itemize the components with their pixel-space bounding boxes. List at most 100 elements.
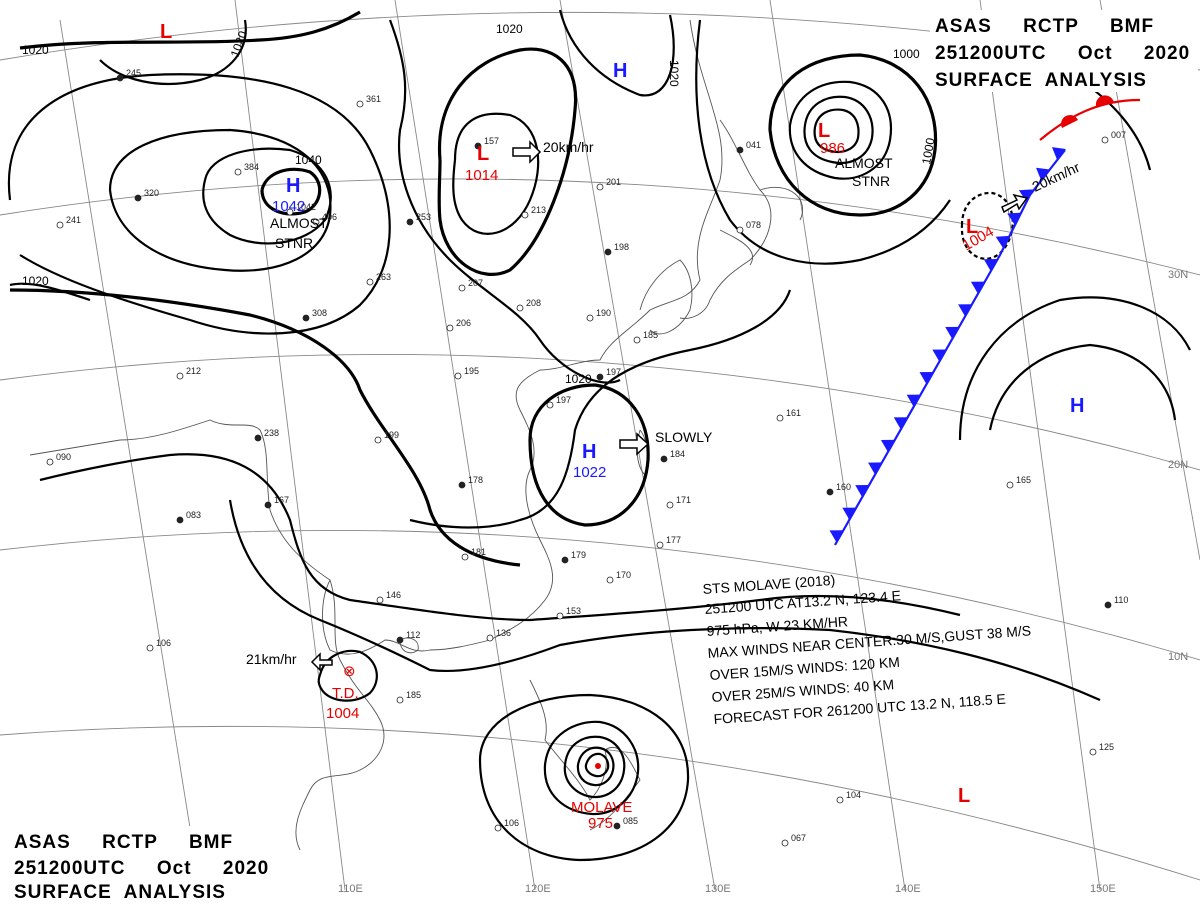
station-pressure: 179 — [571, 550, 586, 560]
isobar-1042-ring — [260, 167, 322, 216]
station-marker — [454, 372, 462, 380]
station-marker — [56, 221, 64, 229]
isobar-1040 — [202, 147, 332, 245]
molave-letter: MOLAVE — [571, 799, 632, 816]
station-pressure: 253 — [416, 212, 431, 222]
station-marker — [613, 822, 621, 830]
arrow-td — [310, 652, 333, 672]
station-pressure: 197 — [556, 395, 571, 405]
cold-front-triangle — [970, 281, 985, 294]
station-marker — [561, 556, 569, 564]
station-marker — [302, 314, 310, 322]
station-marker — [736, 226, 744, 234]
station-marker — [396, 636, 404, 644]
lat-label-10n: 10N — [1168, 651, 1188, 663]
isobar-mongolia-inner — [108, 128, 332, 272]
isobar-china-west — [39, 453, 961, 622]
station-marker — [46, 458, 54, 466]
high-pacific-letter: H — [1070, 395, 1084, 417]
isobar-1020-north — [19, 10, 361, 50]
isobar-label-1020-n: 1020 — [228, 29, 250, 59]
typhoon-info-line-3: 975 hPa, W 23 KM/HR — [706, 613, 848, 639]
station-pressure: 207 — [468, 278, 483, 288]
station-marker — [494, 824, 502, 832]
cold-front-triangle — [906, 394, 921, 407]
coast-japan — [679, 119, 804, 319]
station-marker — [521, 211, 529, 219]
low-top-left-letter: L — [160, 21, 172, 43]
station-pressure: 181 — [471, 547, 486, 557]
isobar-986-core — [813, 108, 860, 154]
header-top-line-1: ASAS RCTP BMF — [935, 16, 1154, 37]
station-marker — [366, 278, 374, 286]
low-frontal-motion: 20km/hr — [1030, 159, 1083, 195]
station-marker — [656, 541, 664, 549]
station-pressure: 153 — [566, 606, 581, 616]
isobar-east-china — [409, 289, 792, 529]
station-marker — [446, 324, 454, 332]
low-japan-sea-letter: L — [818, 120, 830, 142]
lon-label-110e: 110E — [338, 883, 363, 895]
lon-label-120e: 120E — [525, 883, 551, 895]
cold-front-triangle — [1018, 189, 1033, 202]
station-marker — [660, 455, 668, 463]
header-top: ASAS RCTP BMF 251200UTC Oct 2020 SURFACE… — [930, 10, 1198, 92]
station-pressure: 161 — [786, 408, 801, 418]
isobar-molave-5 — [584, 752, 610, 778]
high-mongolia-value: 1042 — [272, 198, 305, 215]
coast-hainan — [399, 637, 419, 654]
station-pressure: 212 — [186, 366, 201, 376]
high-china-motion: SLOWLY — [655, 429, 713, 445]
station-marker — [264, 501, 272, 509]
station-marker — [546, 401, 554, 409]
station-pressure: 201 — [606, 177, 621, 187]
cold-front-triangle — [893, 417, 908, 430]
station-pressure: 195 — [464, 366, 479, 376]
isobar-1000 — [768, 53, 938, 217]
station-pressure: 238 — [264, 428, 279, 438]
station-pressure: 199 — [384, 430, 399, 440]
lat-label-20n: 20N — [1168, 459, 1188, 471]
isobar-labels: 1020 1020 1020 1020 1020 1040 1000 1000 … — [22, 22, 938, 386]
isobar-986-outer — [788, 80, 893, 180]
station-pressure: 106 — [504, 818, 519, 828]
cold-front-triangle — [919, 372, 934, 385]
station-pressure: 090 — [56, 452, 71, 462]
low-frontal-letter: L — [966, 216, 978, 238]
arrow-frontal-low — [1001, 193, 1029, 214]
coast-east-asia — [29, 19, 723, 655]
station-marker — [116, 74, 124, 82]
cold-front-triangle — [995, 235, 1010, 249]
station-marker — [486, 634, 494, 642]
cold-front-triangle — [958, 304, 972, 317]
station-pressure: 110 — [1114, 595, 1128, 605]
molave-value: 975 — [588, 815, 613, 832]
latitude-line-30n — [0, 178, 1200, 276]
latitude-line-10n — [0, 529, 1200, 661]
longitude-line-110e — [234, 0, 346, 891]
isobar-china-south — [228, 499, 1101, 702]
station-marker — [1006, 481, 1014, 489]
header-bottom-line-2: 251200UTC Oct 2020 — [14, 858, 269, 879]
station-pressure: 320 — [144, 188, 159, 198]
isobar-molave-outer — [478, 693, 690, 862]
cold-front-triangle — [868, 462, 882, 475]
station-marker — [374, 436, 382, 444]
td-motion: 21km/hr — [246, 651, 297, 667]
lat-label-30n: 30N — [1168, 269, 1188, 281]
td-letter: T.D. — [332, 685, 359, 702]
station-pressure: 067 — [791, 833, 806, 843]
station-pressure: 406 — [322, 212, 337, 222]
station-marker — [1101, 136, 1109, 144]
station-pressure: 083 — [186, 510, 201, 520]
arrow-high-china — [619, 432, 650, 456]
cold-front-triangle — [1007, 212, 1022, 226]
station-marker — [736, 146, 744, 154]
td-value: 1004 — [326, 705, 359, 722]
isobar-label-1040: 1040 — [295, 153, 322, 167]
cold-front — [829, 147, 1066, 546]
warm-front-bump-2 — [1095, 95, 1114, 106]
cold-front-triangle — [932, 349, 947, 362]
station-marker — [1089, 748, 1097, 756]
station-marker — [666, 501, 674, 509]
